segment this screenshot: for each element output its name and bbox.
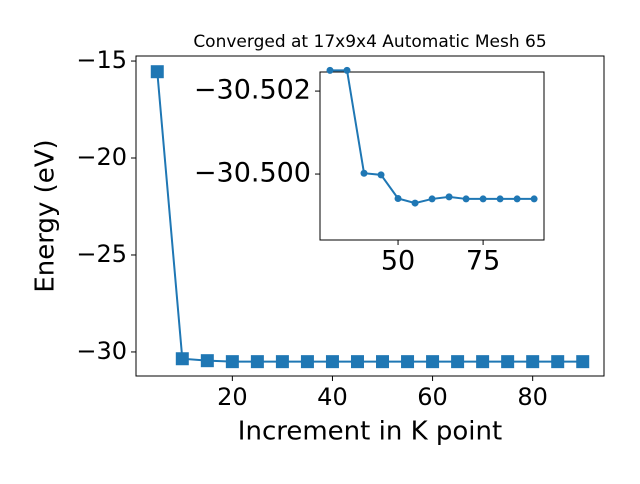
data-marker (326, 66, 334, 74)
data-marker (200, 354, 214, 368)
data-marker (445, 193, 453, 201)
data-marker (513, 195, 521, 203)
y-tick-label: −30.502 (194, 75, 311, 106)
y-tick-label: −30 (76, 337, 127, 365)
data-marker (150, 65, 164, 79)
x-tick-label: 20 (217, 383, 248, 411)
data-marker (526, 355, 540, 369)
data-marker (401, 355, 415, 369)
data-marker (426, 355, 440, 369)
plot-area (319, 71, 545, 241)
data-marker (496, 195, 504, 203)
x-tick-label: 75 (466, 246, 500, 277)
data-marker (451, 355, 465, 369)
data-marker (300, 355, 314, 369)
data-marker (479, 195, 487, 203)
data-marker (530, 195, 538, 203)
x-axis-label: Increment in K point (238, 417, 502, 447)
data-marker (576, 355, 590, 369)
data-marker (343, 66, 351, 74)
y-tick-label: −25 (76, 240, 127, 268)
data-marker (175, 352, 189, 366)
x-tick-label: 40 (317, 383, 348, 411)
y-tick-label: −30.500 (194, 158, 311, 189)
y-tick-label: −20 (76, 143, 127, 171)
data-marker (250, 355, 264, 369)
data-marker (501, 355, 515, 369)
data-marker (225, 355, 239, 369)
x-tick-label: 60 (417, 383, 448, 411)
chart-title: Converged at 17x9x4 Automatic Mesh 65 (193, 32, 546, 52)
data-marker (476, 355, 490, 369)
data-marker (325, 355, 339, 369)
x-tick-label: 80 (517, 383, 548, 411)
data-marker (360, 169, 368, 177)
data-marker (462, 195, 470, 203)
data-marker (275, 355, 289, 369)
data-marker (411, 199, 419, 207)
data-marker (551, 355, 565, 369)
y-axis-label: Energy (eV) (31, 139, 61, 292)
data-marker (394, 195, 402, 203)
x-tick-label: 50 (381, 246, 415, 277)
data-marker (377, 171, 385, 179)
y-tick-label: −15 (76, 46, 127, 74)
data-marker (350, 355, 364, 369)
data-marker (376, 355, 390, 369)
data-marker (428, 195, 436, 203)
